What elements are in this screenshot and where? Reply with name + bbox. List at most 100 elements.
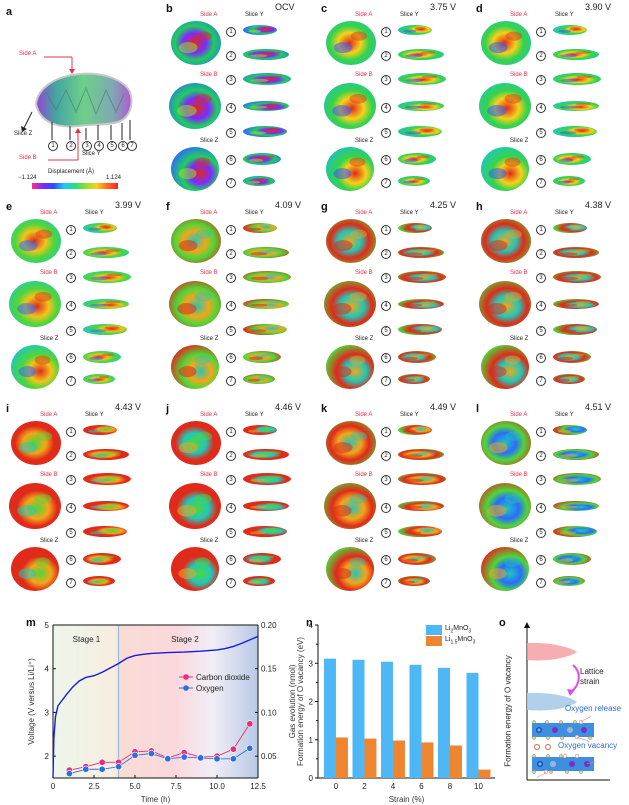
slice-number: 6 [381, 555, 391, 565]
slab-lower [532, 757, 594, 771]
slice-number: 4 [381, 503, 391, 513]
x-tick-label: 0 [51, 782, 56, 791]
side-a-label: Side A [510, 412, 528, 418]
side-a-label: Side A [19, 51, 37, 57]
legend-label-oxygen: Oxygen [196, 684, 224, 693]
slice-number: 1 [536, 225, 546, 235]
slice-y-map-7 [398, 176, 430, 186]
y2-tick-label: 0.10 [261, 708, 277, 717]
slice-number: 6 [381, 155, 391, 165]
slice-number: 5 [536, 528, 546, 538]
slice-z-label: Slice Z [40, 336, 59, 342]
slice-number: 5 [381, 326, 391, 336]
x-tick-label: 0 [334, 782, 339, 791]
legend-sub: 2 [450, 628, 454, 635]
slice-number: 6 [536, 155, 546, 165]
slice-y-map-1 [398, 25, 432, 35]
side-a-label: Side A [355, 12, 373, 18]
x-axis-title: Time (h) [141, 795, 171, 804]
oxygen-point [98, 765, 106, 773]
x-tick-label: 2.5 [88, 782, 100, 791]
side-a-map [481, 219, 531, 263]
slice-y-label: Slice Y [555, 210, 574, 216]
slice-number: 7 [226, 178, 236, 188]
slice-number: 6 [536, 353, 546, 363]
side-a-label: Side A [40, 210, 58, 216]
y-tick-label: 4 [309, 621, 314, 630]
x-tick-label: 8 [448, 782, 453, 791]
slice-number: 3 [66, 273, 76, 283]
slice-y-label: Slice Y [85, 412, 104, 418]
slice-z-label: Slice Z [200, 336, 219, 342]
slice-number: 7 [381, 178, 391, 188]
slice-number: 5 [226, 528, 236, 538]
slice-y-label: Slice Y [400, 412, 419, 418]
y-axis-arrow [524, 622, 530, 628]
slice-y-map-2 [553, 49, 599, 60]
side-a-label: Side A [510, 210, 528, 216]
y-tick-label: 1 [309, 736, 314, 745]
slice-number: 7 [127, 141, 137, 151]
slice-y-map-3 [398, 271, 446, 283]
bar-li15mno3 [364, 738, 377, 778]
side-a-map [11, 421, 61, 465]
slice-number: 3 [536, 475, 546, 485]
slice-y-map-6 [398, 153, 436, 165]
slice-y-map-6 [553, 153, 591, 165]
slice-z-map [326, 547, 374, 591]
slice-y-map-4 [398, 299, 444, 309]
slice-number: 2 [536, 51, 546, 61]
slice-y-map-4 [553, 501, 599, 511]
slice-y-map-7 [83, 576, 115, 586]
oxygen-point [229, 755, 237, 763]
side-b-map [479, 83, 531, 129]
slice-number: 7 [381, 578, 391, 588]
slice-number: 7 [536, 178, 546, 188]
slice-number: 6 [66, 555, 76, 565]
slice-number: 2 [536, 249, 546, 259]
slice-y-map-7 [398, 374, 430, 384]
slice-y-map-1 [243, 223, 277, 233]
slice-number: 1 [381, 427, 391, 437]
slice-y-map-2 [398, 247, 444, 258]
slice-number: 1 [226, 427, 236, 437]
oxygen-point [65, 770, 73, 778]
lattice-strain-line1: Lattice [580, 667, 604, 676]
slice-y-map-6 [243, 351, 281, 363]
bar-li15mno3 [421, 742, 434, 778]
side-a-label: Side A [510, 12, 528, 18]
y-tick-label: 4 [45, 665, 50, 674]
slice-number: 7 [226, 578, 236, 588]
legend-marker-oxygen [183, 685, 189, 691]
slice-y-map-4 [398, 501, 444, 511]
slice-number: 1 [66, 427, 76, 437]
legend-swatch-li15mno3 [426, 636, 442, 646]
slice-y-map-7 [243, 176, 275, 186]
oxygen-release-label: Oxygen release [565, 704, 622, 713]
side-b-label: Side B [510, 72, 528, 78]
slice-number: 1 [381, 27, 391, 37]
bar-li2mno3 [381, 661, 393, 778]
colorbar-min: −1.124 [18, 175, 37, 181]
slice-z-map [481, 147, 529, 191]
displacement-colorbar [32, 183, 118, 189]
voltage-label: 4.46 V [275, 402, 302, 412]
side-a-map [171, 21, 221, 65]
slice-number: 2 [226, 249, 236, 259]
slice-y-label: Slice Y [555, 12, 574, 18]
oxygen-point [197, 754, 205, 762]
slice-number: 2 [381, 51, 391, 61]
lattice-strain-line2: strain [580, 677, 600, 686]
slice-number: 6 [226, 353, 236, 363]
slice-number: 4 [536, 301, 546, 311]
side-b-label: Side B [40, 270, 58, 276]
legend-text: MnO [453, 625, 469, 632]
slice-z-label: Slice Z [355, 138, 374, 144]
slice-y-map-4 [553, 299, 599, 309]
voltage-label: 3.99 V [115, 200, 142, 210]
slice-y-map-5 [243, 126, 287, 137]
map-panel-g: g 4.25 V Side A Side B Slice Y Slice Z 1 [315, 198, 470, 398]
slice-number: 5 [381, 128, 391, 138]
side-a-map [171, 219, 221, 263]
slice-number: 4 [226, 301, 236, 311]
